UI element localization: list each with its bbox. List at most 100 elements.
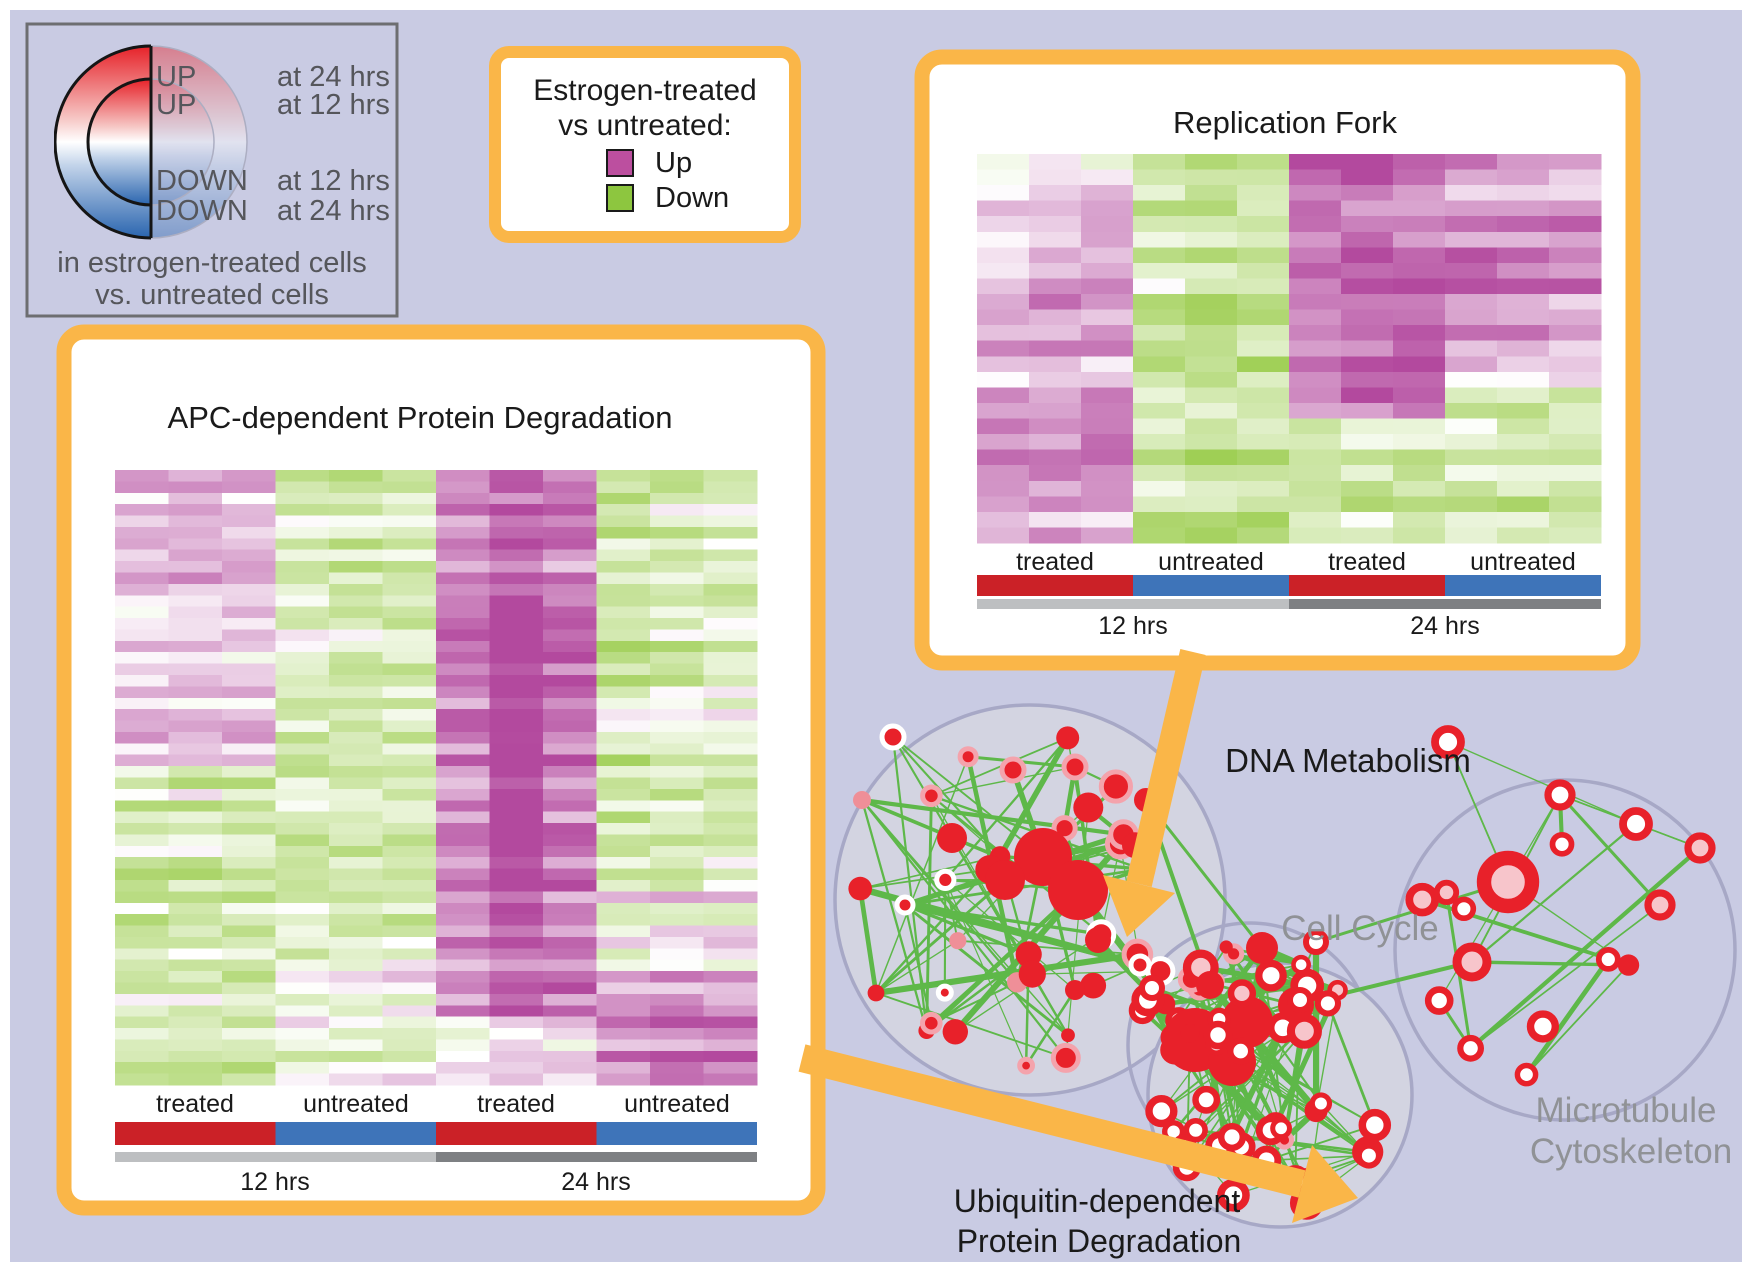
- heatmap-cell: [222, 948, 276, 960]
- network-node: [1080, 973, 1106, 999]
- heatmap-cell: [115, 584, 169, 596]
- heatmap-cell: [222, 1062, 276, 1074]
- heatmap-cell: [115, 698, 169, 710]
- heatmap-cell: [1185, 434, 1238, 450]
- heatmap-cell: [329, 994, 383, 1006]
- heatmap-cell: [222, 721, 276, 733]
- heatmap-cell: [115, 470, 169, 482]
- heatmap-cell: [597, 789, 651, 801]
- heatmap-cell: [704, 732, 758, 744]
- heatmap-cell: [543, 869, 597, 881]
- heatmap-cell: [704, 618, 758, 630]
- heatmap-cell: [436, 618, 490, 630]
- updown-row-dir-down12: DOWN: [156, 165, 248, 197]
- heatmap-cell: [276, 732, 330, 744]
- heatmap-cell: [543, 983, 597, 995]
- heatmap-cell: [977, 450, 1030, 466]
- heatmap-cell: [436, 527, 490, 539]
- heatmap-cell: [222, 561, 276, 573]
- heatmap-cell: [169, 652, 223, 664]
- heatmap-cell: [436, 629, 490, 641]
- heatmap-cell: [222, 698, 276, 710]
- heatmap-cell: [276, 880, 330, 892]
- heatmap-cell: [1081, 434, 1134, 450]
- heatmap-cell: [329, 1039, 383, 1051]
- apc-group-label-untreated-24h: untreated: [624, 1090, 730, 1118]
- network-node: [1688, 836, 1712, 860]
- heatmap-cell: [276, 698, 330, 710]
- heatmap-cell: [543, 561, 597, 573]
- heatmap-cell: [543, 812, 597, 824]
- heatmap-cell: [436, 800, 490, 812]
- heatmap-cell: [1029, 372, 1082, 388]
- heatmap-cell: [490, 914, 544, 926]
- heatmap-cell: [436, 994, 490, 1006]
- heatmap-cell: [1341, 232, 1394, 248]
- heatmap-cell: [1185, 403, 1238, 419]
- heatmap-cell: [704, 891, 758, 903]
- heatmap-cell: [1185, 263, 1238, 279]
- heatmap-cell: [222, 846, 276, 858]
- heatmap-cell: [704, 721, 758, 733]
- heatmap-cell: [543, 971, 597, 983]
- heatmap-cell: [169, 1074, 223, 1086]
- heatmap-cell: [1081, 185, 1134, 201]
- updown-row-dir-down24: DOWN: [156, 195, 248, 227]
- heatmap-cell: [1445, 154, 1498, 170]
- heatmap-cell: [650, 891, 704, 903]
- heatmap-cell: [222, 1051, 276, 1063]
- heatmap-cell: [1029, 341, 1082, 357]
- apc-heatmap-panel: APC-dependent Protein Degradation treate…: [64, 332, 818, 1208]
- heatmap-cell: [650, 675, 704, 687]
- heatmap-cell: [1237, 419, 1290, 435]
- heatmap-cell: [115, 481, 169, 493]
- heatmap-cell: [1133, 527, 1186, 543]
- heatmap-cell: [490, 516, 544, 528]
- heatmap-cell: [222, 743, 276, 755]
- heatmap-cell: [1393, 481, 1446, 497]
- heatmap-cell: [222, 652, 276, 664]
- heatmap-cell: [276, 709, 330, 721]
- heatmap-cell: [329, 504, 383, 516]
- heatmap-cell: [597, 834, 651, 846]
- heatmap-cell: [977, 263, 1030, 279]
- heatmap-cell: [169, 1017, 223, 1029]
- heatmap-cell: [115, 971, 169, 983]
- legend-down-label: Down: [655, 182, 729, 214]
- network-node: [1061, 1028, 1075, 1042]
- network-edge: [945, 880, 946, 993]
- heatmap-cell: [1289, 403, 1342, 419]
- heatmap-cell: [543, 698, 597, 710]
- legend-treatment-title-line2: vs untreated:: [558, 109, 731, 142]
- heatmap-cell: [597, 516, 651, 528]
- heatmap-cell: [650, 561, 704, 573]
- heatmap-cell: [169, 686, 223, 698]
- heatmap-cell: [115, 652, 169, 664]
- heatmap-cell: [543, 573, 597, 585]
- heatmap-cell: [650, 960, 704, 972]
- heatmap-cell: [383, 516, 437, 528]
- heatmap-cell: [1185, 294, 1238, 310]
- heatmap-cell: [1237, 512, 1290, 528]
- heatmap-cell: [704, 527, 758, 539]
- heatmap-cell: [1133, 310, 1186, 326]
- heatmap-cell: [1341, 325, 1394, 341]
- heatmap-cell: [169, 504, 223, 516]
- heatmap-cell: [704, 789, 758, 801]
- heatmap-cell: [222, 857, 276, 869]
- heatmap-cell: [1081, 512, 1134, 528]
- network-node: [1181, 1024, 1200, 1043]
- heatmap-cell: [115, 857, 169, 869]
- heatmap-cell: [329, 595, 383, 607]
- heatmap-cell: [436, 789, 490, 801]
- heatmap-cell: [436, 686, 490, 698]
- heatmap-cell: [115, 595, 169, 607]
- heatmap-cell: [329, 516, 383, 528]
- heatmap-cell: [383, 709, 437, 721]
- heatmap-cell: [704, 1074, 758, 1086]
- heatmap-cell: [1341, 481, 1394, 497]
- time-bar-12hrs: [977, 599, 1289, 609]
- heatmap-cell: [169, 834, 223, 846]
- heatmap-cell: [329, 538, 383, 550]
- heatmap-cell: [704, 1017, 758, 1029]
